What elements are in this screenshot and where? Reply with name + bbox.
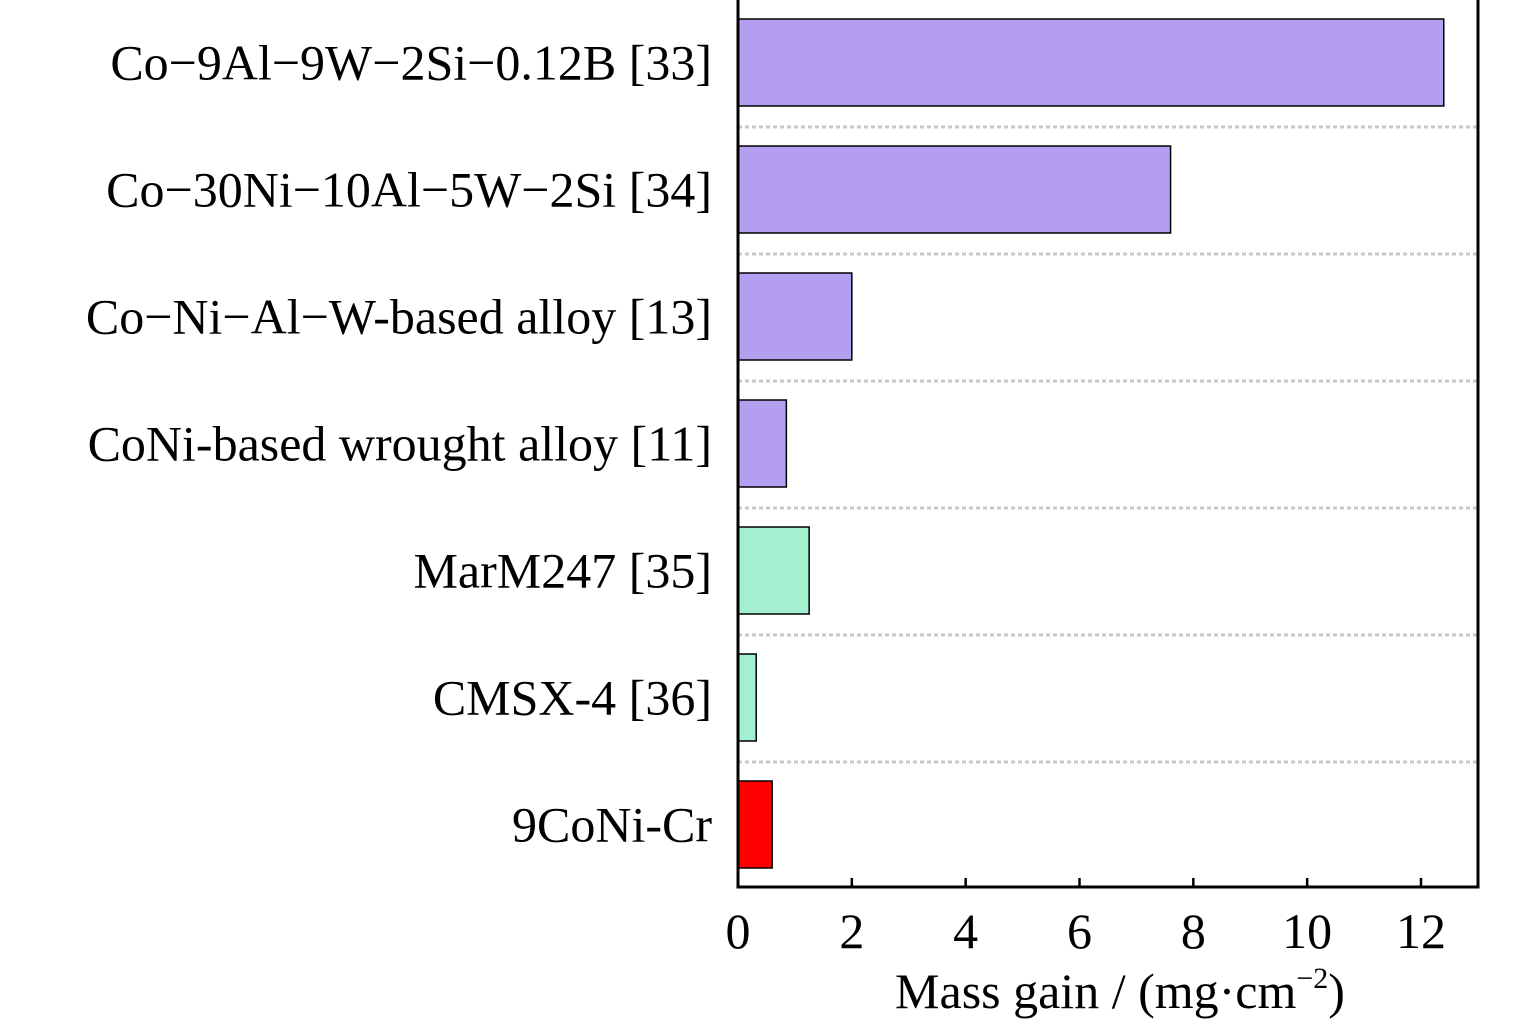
category-label: MarM247 [35] (413, 543, 712, 599)
x-tick-label: 2 (839, 903, 864, 959)
plot-frame (736, 0, 1480, 889)
bar (737, 780, 773, 869)
x-axis-title-close: ) (1328, 963, 1345, 1019)
x-tick-label: 4 (953, 903, 978, 959)
x-axis-title-superscript: −2 (1296, 962, 1328, 995)
category-label: Co−30Ni−10Al−5W−2Si [34] (106, 162, 712, 218)
x-tick-label: 6 (1067, 903, 1092, 959)
grid-lines (738, 125, 1478, 764)
category-label: 9CoNi-Cr (512, 797, 712, 853)
category-label: CoNi-based wrought alloy [11] (88, 416, 712, 472)
x-axis-title-main: Mass gain / (mg·cm (895, 963, 1296, 1019)
x-tick-label: 0 (726, 903, 751, 959)
bar (737, 18, 1445, 107)
x-ticks: 0 2 4 6 8 10 12 (726, 878, 1446, 959)
bar (737, 653, 757, 742)
category-label: Co−Ni−Al−W-based alloy [13] (86, 289, 712, 345)
x-tick-label: 8 (1181, 903, 1206, 959)
bar (737, 272, 853, 361)
bars (737, 18, 1445, 869)
x-axis-title: Mass gain / (mg·cm−2) (895, 962, 1345, 1019)
category-labels: Co−9Al−9W−2Si−0.12B [33] Co−30Ni−10Al−5W−… (86, 35, 713, 853)
x-tick-label: 12 (1396, 903, 1446, 959)
category-label: Co−9Al−9W−2Si−0.12B [33] (110, 35, 712, 91)
bar (737, 145, 1172, 234)
bar (737, 399, 788, 488)
x-tick-label: 10 (1282, 903, 1332, 959)
category-label: CMSX-4 [36] (433, 670, 712, 726)
bar (737, 526, 810, 615)
